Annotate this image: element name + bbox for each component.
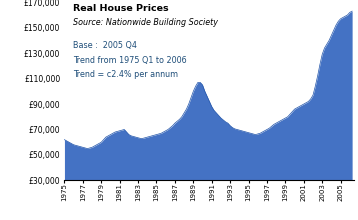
Text: Source: Nationwide Building Society: Source: Nationwide Building Society (73, 18, 218, 27)
Text: Trend = c2.4% per annum: Trend = c2.4% per annum (73, 70, 178, 79)
Text: Real House Prices: Real House Prices (73, 4, 169, 13)
Text: Base :  2005 Q4: Base : 2005 Q4 (73, 41, 137, 50)
Text: Trend from 1975 Q1 to 2006: Trend from 1975 Q1 to 2006 (73, 56, 187, 65)
